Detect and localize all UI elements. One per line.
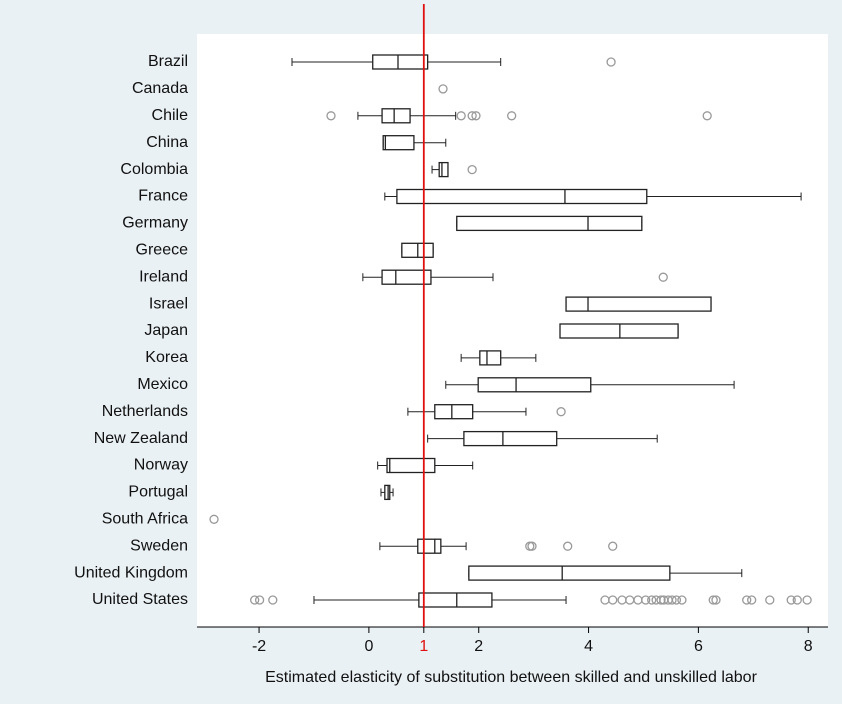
box <box>468 565 671 581</box>
outlier <box>268 595 278 605</box>
box <box>386 457 436 474</box>
outlier <box>326 111 336 121</box>
y-tick-label: Sweden <box>130 537 188 554</box>
y-tick-label: Chile <box>152 107 189 124</box>
y-tick-label: Japan <box>144 322 188 339</box>
y-tick-label: New Zealand <box>94 430 188 447</box>
y-tick-label: United States <box>92 591 188 608</box>
outlier <box>563 541 573 551</box>
box <box>559 323 679 339</box>
outlier <box>641 595 651 605</box>
outlier <box>608 541 618 551</box>
outlier <box>671 595 682 605</box>
x-tick-label: -2 <box>252 638 266 655</box>
box <box>381 269 432 285</box>
outlier <box>765 595 775 605</box>
outlier <box>608 595 618 605</box>
outlier <box>527 541 537 551</box>
x-tick-label: 4 <box>584 638 593 655</box>
x-tick-label: 8 <box>804 638 813 655</box>
outlier <box>802 595 812 605</box>
box <box>384 484 391 501</box>
box <box>434 404 474 420</box>
box <box>396 188 648 205</box>
y-tick-label: China <box>146 134 188 151</box>
outlier <box>747 595 757 605</box>
outlier <box>656 595 666 605</box>
outlier <box>209 514 219 524</box>
outlier <box>456 111 466 121</box>
plot-area <box>197 34 828 627</box>
y-tick-label: Korea <box>145 349 188 366</box>
outlier <box>647 595 657 605</box>
x-tick-label: 2 <box>474 638 483 655</box>
box <box>463 430 558 447</box>
y-tick-label: Canada <box>132 80 188 97</box>
outlier <box>467 164 477 175</box>
y-tick-label: France <box>138 188 188 205</box>
outlier <box>556 407 566 417</box>
box <box>381 108 411 124</box>
y-tick-label: Norway <box>134 457 188 474</box>
y-tick-label: Israel <box>149 295 188 312</box>
outlier <box>471 111 481 121</box>
box <box>417 538 442 554</box>
box <box>456 215 643 232</box>
outlier <box>658 272 668 282</box>
outlier <box>677 595 687 605</box>
outlier <box>667 595 677 605</box>
y-tick-label: Germany <box>122 215 188 232</box>
outlier <box>742 595 752 605</box>
outlier <box>708 595 718 605</box>
outlier <box>254 595 265 605</box>
y-tick-label: Ireland <box>139 268 188 285</box>
x-axis-label: Estimated elasticity of substitution bet… <box>265 669 757 686</box>
x-tick-label: 6 <box>694 638 703 655</box>
y-tick-label: Brazil <box>148 53 188 70</box>
y-tick-label: United Kingdom <box>74 564 188 581</box>
box <box>438 161 449 178</box>
y-tick-label: Portugal <box>128 484 188 501</box>
box <box>372 54 429 70</box>
outlier <box>507 111 517 121</box>
y-tick-label: Greece <box>136 242 189 259</box>
x-tick-label: 0 <box>364 638 373 655</box>
x-tick-label: 1 <box>419 638 428 655</box>
outlier <box>438 84 448 94</box>
outlier <box>702 111 712 121</box>
box <box>477 377 592 393</box>
outlier <box>250 595 260 605</box>
box <box>565 296 712 312</box>
y-tick-label: Colombia <box>120 161 188 178</box>
outlier <box>786 595 796 605</box>
box <box>382 135 415 151</box>
y-tick-label: Netherlands <box>102 403 188 420</box>
outlier <box>467 111 477 121</box>
outlier <box>606 57 616 67</box>
box <box>479 350 502 366</box>
y-tick-label: Mexico <box>137 376 188 393</box>
y-tick-label: South Africa <box>102 511 188 528</box>
outlier <box>792 595 802 605</box>
outlier <box>711 595 721 605</box>
box <box>418 592 493 608</box>
